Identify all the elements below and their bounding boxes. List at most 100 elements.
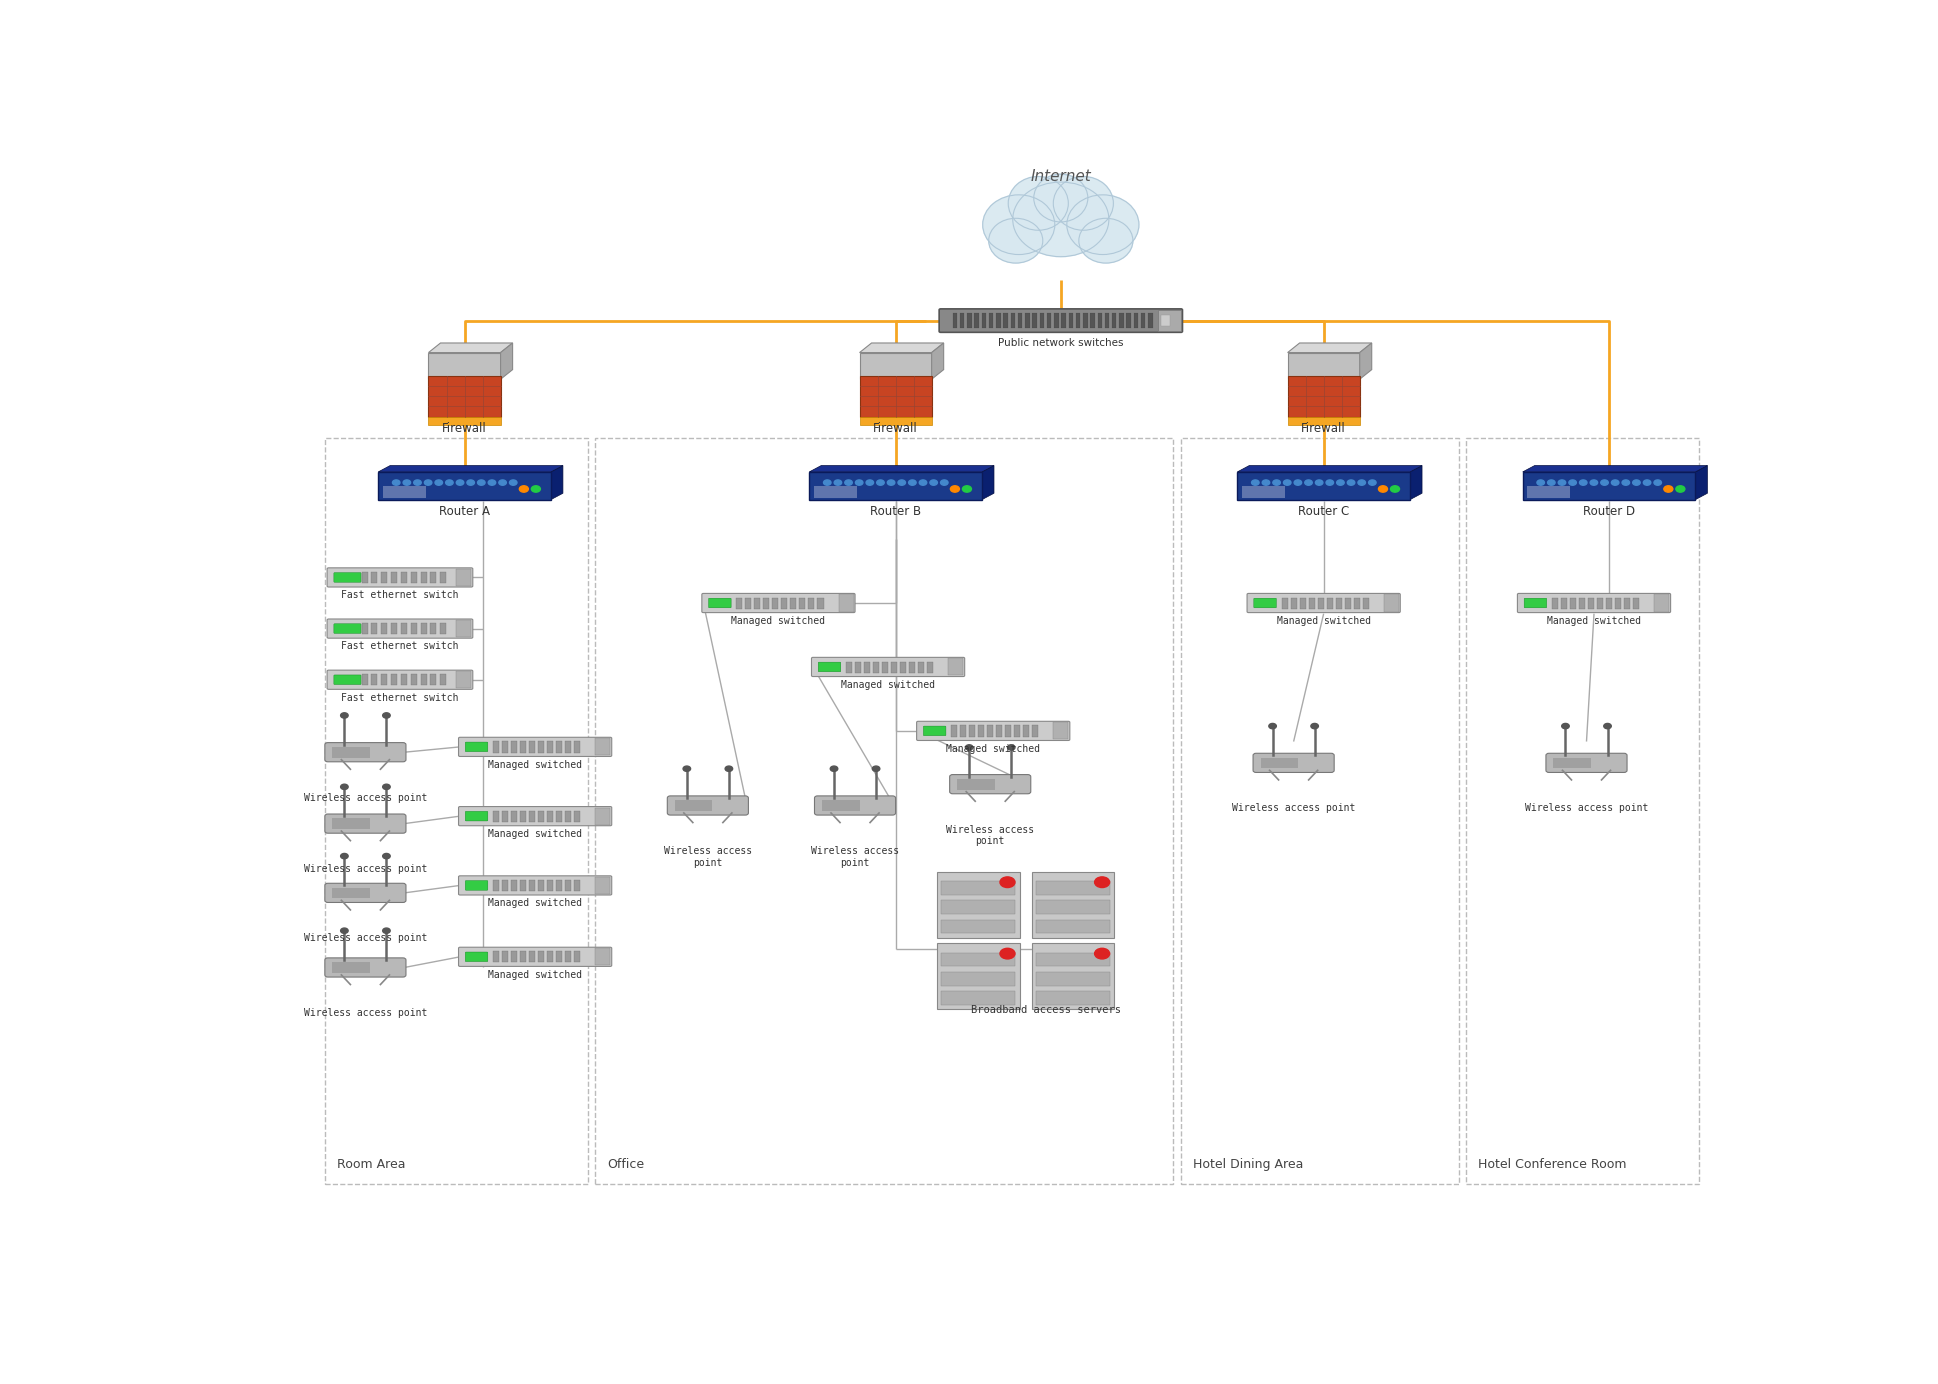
FancyBboxPatch shape	[1054, 313, 1058, 328]
Polygon shape	[428, 343, 512, 353]
FancyBboxPatch shape	[556, 880, 562, 891]
FancyBboxPatch shape	[1597, 598, 1603, 609]
Circle shape	[1283, 480, 1291, 486]
Text: Wireless access
point: Wireless access point	[810, 846, 899, 868]
FancyBboxPatch shape	[1300, 598, 1306, 609]
FancyBboxPatch shape	[455, 569, 471, 585]
Polygon shape	[378, 465, 562, 472]
FancyBboxPatch shape	[492, 880, 500, 891]
FancyBboxPatch shape	[1335, 598, 1341, 609]
FancyBboxPatch shape	[860, 353, 932, 379]
FancyBboxPatch shape	[547, 742, 552, 753]
Polygon shape	[1696, 465, 1707, 500]
Circle shape	[434, 480, 442, 486]
FancyBboxPatch shape	[1097, 313, 1103, 328]
Ellipse shape	[1014, 183, 1109, 256]
FancyBboxPatch shape	[1587, 598, 1593, 609]
FancyBboxPatch shape	[969, 725, 975, 736]
Circle shape	[531, 486, 541, 493]
Text: Public network switches: Public network switches	[998, 338, 1124, 347]
FancyBboxPatch shape	[709, 598, 731, 608]
Circle shape	[824, 480, 831, 486]
FancyBboxPatch shape	[781, 598, 787, 609]
FancyBboxPatch shape	[975, 313, 979, 328]
Ellipse shape	[1033, 174, 1087, 221]
FancyBboxPatch shape	[1570, 598, 1576, 609]
Text: Router B: Router B	[870, 505, 921, 518]
FancyBboxPatch shape	[326, 958, 405, 977]
FancyBboxPatch shape	[547, 811, 552, 822]
FancyBboxPatch shape	[519, 811, 525, 822]
FancyBboxPatch shape	[519, 880, 525, 891]
FancyBboxPatch shape	[1083, 313, 1087, 328]
Text: Wireless access
point: Wireless access point	[946, 825, 1035, 846]
FancyBboxPatch shape	[1033, 725, 1039, 736]
Circle shape	[876, 480, 884, 486]
FancyBboxPatch shape	[1554, 757, 1591, 768]
Circle shape	[1558, 480, 1566, 486]
FancyBboxPatch shape	[1552, 598, 1558, 609]
FancyBboxPatch shape	[539, 880, 545, 891]
FancyBboxPatch shape	[459, 738, 612, 757]
FancyBboxPatch shape	[872, 662, 880, 673]
FancyBboxPatch shape	[791, 598, 797, 609]
FancyBboxPatch shape	[502, 811, 508, 822]
Circle shape	[1310, 724, 1318, 729]
Circle shape	[963, 486, 971, 493]
FancyBboxPatch shape	[459, 947, 612, 966]
FancyBboxPatch shape	[940, 309, 1182, 332]
Ellipse shape	[1052, 177, 1112, 230]
Text: Fast ethernet switch: Fast ethernet switch	[341, 641, 459, 652]
Circle shape	[1273, 480, 1281, 486]
FancyBboxPatch shape	[667, 796, 748, 815]
FancyBboxPatch shape	[465, 880, 488, 890]
FancyBboxPatch shape	[957, 779, 994, 789]
Polygon shape	[860, 343, 944, 353]
FancyBboxPatch shape	[917, 721, 1070, 740]
Circle shape	[455, 480, 463, 486]
FancyBboxPatch shape	[411, 572, 417, 583]
FancyBboxPatch shape	[362, 623, 368, 634]
Text: Wireless access point: Wireless access point	[304, 864, 426, 875]
FancyBboxPatch shape	[986, 725, 992, 736]
FancyBboxPatch shape	[808, 598, 814, 609]
FancyBboxPatch shape	[519, 742, 525, 753]
FancyBboxPatch shape	[333, 675, 360, 685]
FancyBboxPatch shape	[810, 472, 983, 500]
FancyBboxPatch shape	[595, 948, 610, 966]
FancyBboxPatch shape	[1328, 598, 1333, 609]
FancyBboxPatch shape	[465, 811, 488, 821]
Circle shape	[909, 480, 917, 486]
Text: Wireless access point: Wireless access point	[1525, 803, 1647, 814]
FancyBboxPatch shape	[1037, 901, 1110, 915]
FancyBboxPatch shape	[529, 880, 535, 891]
FancyBboxPatch shape	[512, 811, 517, 822]
FancyBboxPatch shape	[547, 951, 552, 962]
Circle shape	[1665, 486, 1672, 493]
FancyBboxPatch shape	[942, 882, 1016, 895]
FancyBboxPatch shape	[455, 671, 471, 688]
FancyBboxPatch shape	[1527, 486, 1570, 497]
FancyBboxPatch shape	[566, 742, 572, 753]
Circle shape	[1095, 948, 1110, 959]
FancyBboxPatch shape	[440, 623, 446, 634]
FancyBboxPatch shape	[1281, 598, 1287, 609]
Text: Managed switched: Managed switched	[1277, 616, 1370, 626]
FancyBboxPatch shape	[1037, 919, 1110, 933]
FancyBboxPatch shape	[839, 595, 853, 612]
FancyBboxPatch shape	[909, 662, 915, 673]
Circle shape	[1000, 877, 1016, 887]
Circle shape	[424, 480, 432, 486]
Text: Room Area: Room Area	[337, 1158, 405, 1171]
FancyBboxPatch shape	[512, 951, 517, 962]
Circle shape	[682, 767, 690, 771]
Circle shape	[1095, 877, 1110, 887]
Circle shape	[1316, 480, 1324, 486]
Text: Managed switched: Managed switched	[488, 970, 581, 980]
FancyBboxPatch shape	[967, 313, 971, 328]
FancyBboxPatch shape	[556, 951, 562, 962]
Circle shape	[940, 480, 948, 486]
FancyBboxPatch shape	[391, 674, 397, 685]
FancyBboxPatch shape	[326, 883, 405, 902]
FancyBboxPatch shape	[1287, 376, 1360, 417]
